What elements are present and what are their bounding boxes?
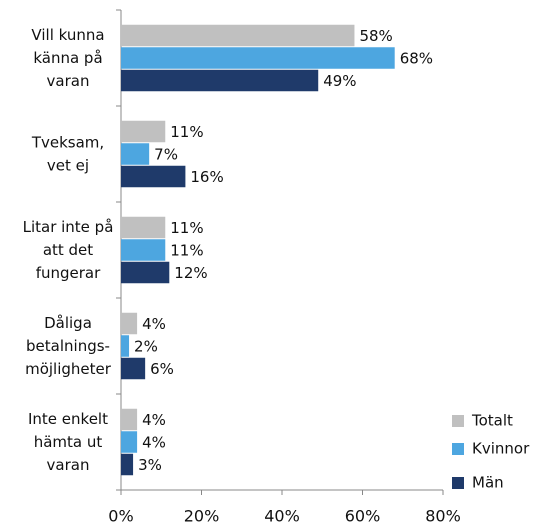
bar xyxy=(121,143,150,165)
bar xyxy=(121,453,134,476)
value-label: 11% xyxy=(170,123,203,141)
x-tick-label: 0% xyxy=(108,507,133,526)
legend-label: Män xyxy=(472,474,504,492)
bar xyxy=(121,24,355,47)
value-label: 2% xyxy=(134,338,158,356)
category-label: Vill kunna känna på varan xyxy=(31,26,104,90)
bar xyxy=(121,357,146,380)
bar xyxy=(121,216,166,239)
bar xyxy=(121,239,166,261)
bar xyxy=(121,165,186,188)
value-label: 68% xyxy=(400,50,433,68)
legend-label: Totalt xyxy=(471,412,513,430)
value-label: 58% xyxy=(359,27,392,45)
legend-swatch xyxy=(452,477,464,489)
value-label: 49% xyxy=(323,72,356,90)
bar xyxy=(121,69,319,92)
bar xyxy=(121,261,170,284)
value-label: 4% xyxy=(142,434,166,452)
category-label: Inte enkelt hämta ut varan xyxy=(28,410,108,474)
value-label: 7% xyxy=(154,146,178,164)
value-label: 11% xyxy=(170,242,203,260)
category-label: Tveksam, vet ej xyxy=(31,133,104,174)
legend-swatch xyxy=(452,415,464,427)
legend-swatch xyxy=(452,443,464,455)
legend-label: Kvinnor xyxy=(472,440,530,458)
category-label: Dåliga betalnings-möjligheter xyxy=(25,314,112,378)
value-label: 11% xyxy=(170,219,203,237)
value-label: 3% xyxy=(138,456,162,474)
bar xyxy=(121,47,395,69)
value-label: 4% xyxy=(142,411,166,429)
value-label: 4% xyxy=(142,315,166,333)
bar xyxy=(121,120,166,143)
value-label: 12% xyxy=(174,264,207,282)
bar xyxy=(121,431,138,453)
x-tick-label: 80% xyxy=(425,507,461,526)
category-label: Litar inte på att det fungerar xyxy=(23,218,114,282)
bar xyxy=(121,312,138,335)
value-label: 16% xyxy=(190,168,223,186)
x-tick-label: 40% xyxy=(264,507,300,526)
bar xyxy=(121,335,130,357)
x-tick-label: 60% xyxy=(345,507,381,526)
value-label: 6% xyxy=(150,360,174,378)
bar xyxy=(121,408,138,431)
x-tick-label: 20% xyxy=(184,507,220,526)
